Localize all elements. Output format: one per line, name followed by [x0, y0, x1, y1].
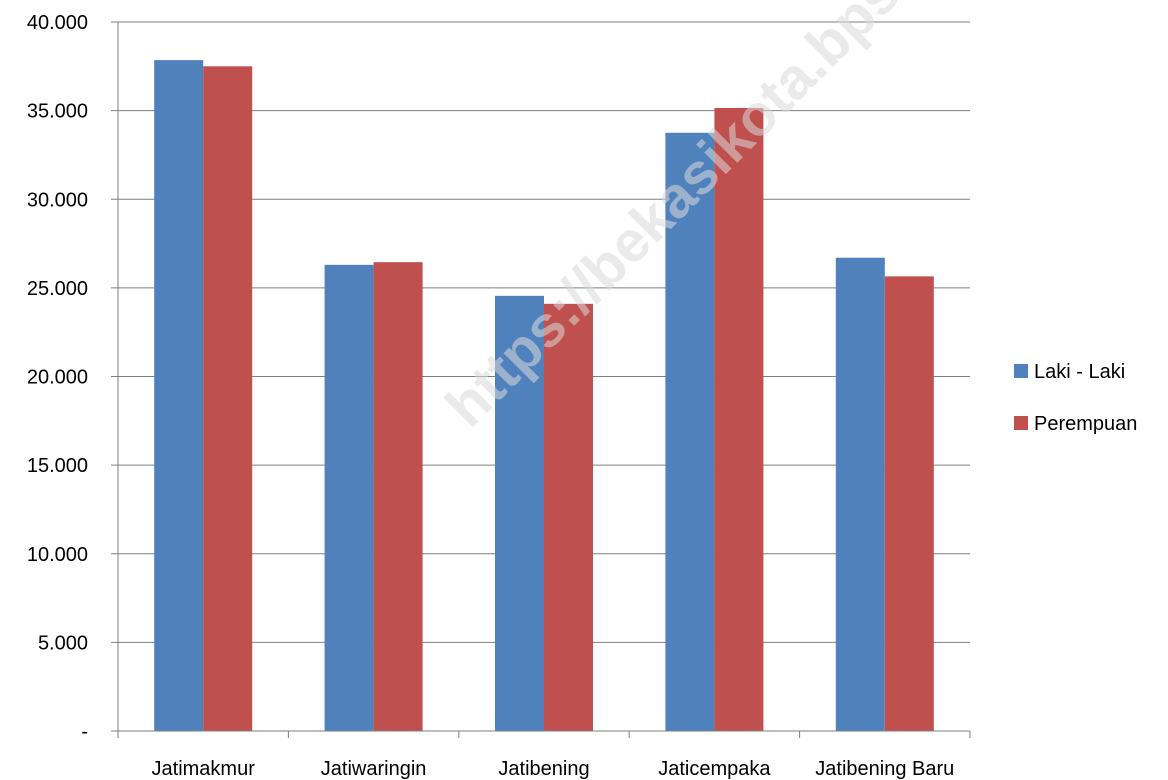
bars: [154, 60, 934, 731]
bar-laki-laki-2: [495, 295, 544, 731]
legend-label: Laki - Laki: [1034, 361, 1125, 383]
bar-laki-laki-0: [154, 60, 204, 731]
y-tick-label: 25.000: [27, 278, 88, 300]
bar-perempuan-2: [544, 303, 593, 731]
bar-laki-laki-1: [324, 264, 374, 731]
legend-swatch: [1014, 364, 1028, 378]
bar-perempuan-0: [203, 66, 253, 731]
x-tick-label: Jatiwaringin: [321, 758, 427, 780]
y-tick-label: 40.000: [27, 12, 88, 34]
legend-swatch: [1014, 416, 1028, 430]
bar-perempuan-1: [373, 262, 423, 731]
y-tick-label: -: [81, 721, 88, 743]
y-tick-label: 20.000: [27, 367, 88, 389]
bar-perempuan-4: [884, 276, 934, 731]
bar-laki-laki-4: [835, 257, 885, 731]
y-tick-label: 10.000: [27, 544, 88, 566]
x-tick-labels: Jatimakmur Jatiwaringin Jatibening Jaticemp…: [152, 758, 955, 780]
x-tick-label: Jaticempaka: [658, 758, 771, 780]
x-tick-label: Jatimakmur: [152, 758, 256, 780]
bar-perempuan-3: [714, 107, 764, 731]
y-tick-label: 35.000: [27, 101, 88, 123]
axes: [111, 21, 971, 738]
y-tick-label: 5.000: [38, 632, 88, 654]
x-tick-label: Jatibening Baru: [815, 758, 954, 780]
x-tick-label: Jatibening: [498, 758, 589, 780]
bar-laki-laki-3: [665, 132, 715, 731]
legend-label: Perempuan: [1034, 413, 1137, 435]
legend: Laki - Laki Perempuan: [1014, 361, 1137, 435]
y-tick-label: 30.000: [27, 189, 88, 211]
y-tick-label: 15.000: [27, 455, 88, 477]
y-tick-labels: - 5.000 10.000 15.000 20.000 25.000 30.000 35.0…: [27, 12, 88, 743]
